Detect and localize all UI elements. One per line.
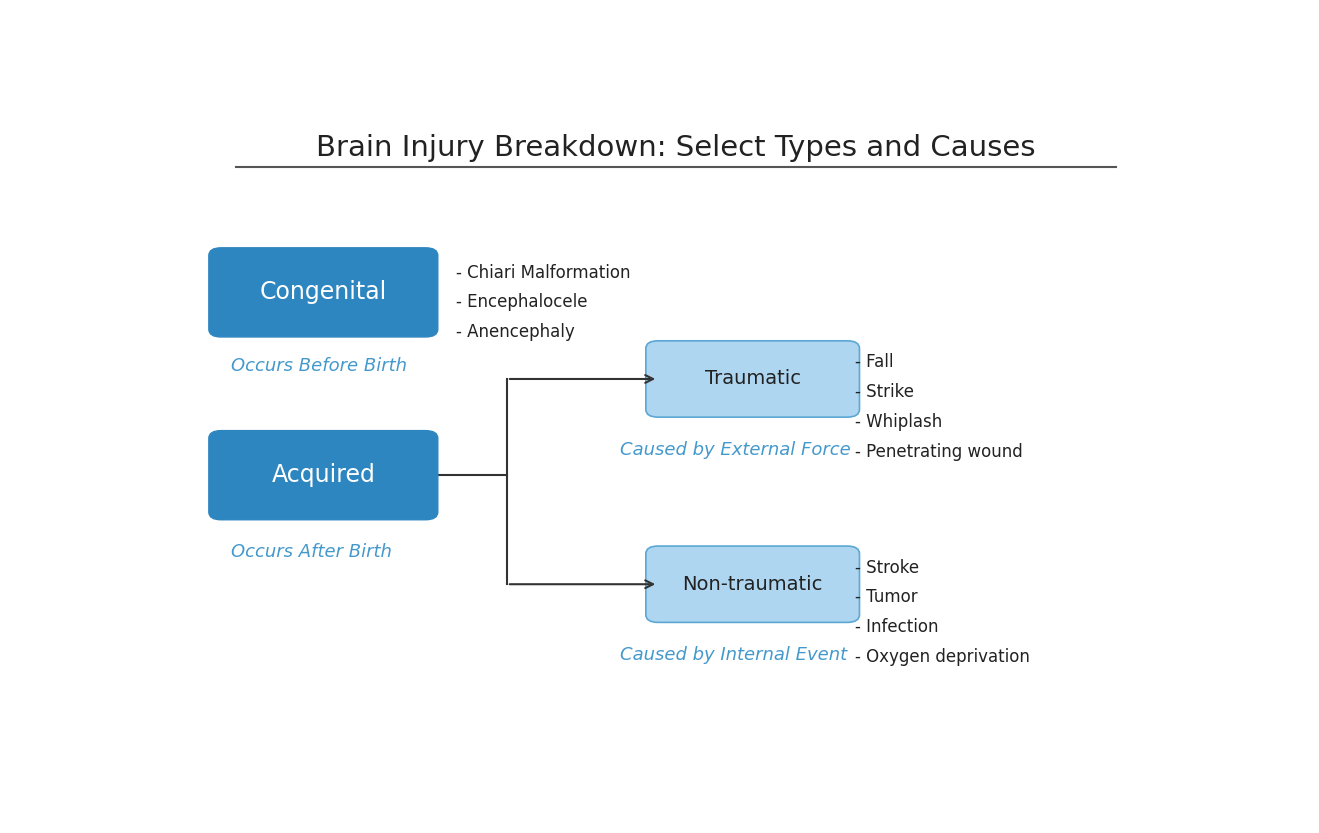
Text: Congenital: Congenital [260, 281, 386, 304]
Text: Brain Injury Breakdown: Select Types and Causes: Brain Injury Breakdown: Select Types and… [317, 134, 1035, 162]
FancyBboxPatch shape [646, 546, 860, 622]
Text: - Stroke
- Tumor
- Infection
- Oxygen deprivation: - Stroke - Tumor - Infection - Oxygen de… [855, 559, 1030, 666]
Text: Caused by External Force: Caused by External Force [620, 441, 851, 458]
FancyBboxPatch shape [646, 341, 860, 417]
FancyBboxPatch shape [208, 431, 438, 520]
Text: - Chiari Malformation
- Encephalocele
- Anencephaly: - Chiari Malformation - Encephalocele - … [456, 263, 630, 342]
Text: Caused by Internal Event: Caused by Internal Event [620, 646, 847, 664]
Text: Occurs Before Birth: Occurs Before Birth [231, 357, 408, 375]
Text: Traumatic: Traumatic [704, 370, 801, 388]
Text: Non-traumatic: Non-traumatic [682, 575, 823, 594]
Text: Acquired: Acquired [272, 463, 376, 487]
Text: - Fall
- Strike
- Whiplash
- Penetrating wound: - Fall - Strike - Whiplash - Penetrating… [855, 353, 1022, 461]
Text: Occurs After Birth: Occurs After Birth [231, 543, 392, 561]
FancyBboxPatch shape [208, 247, 438, 337]
